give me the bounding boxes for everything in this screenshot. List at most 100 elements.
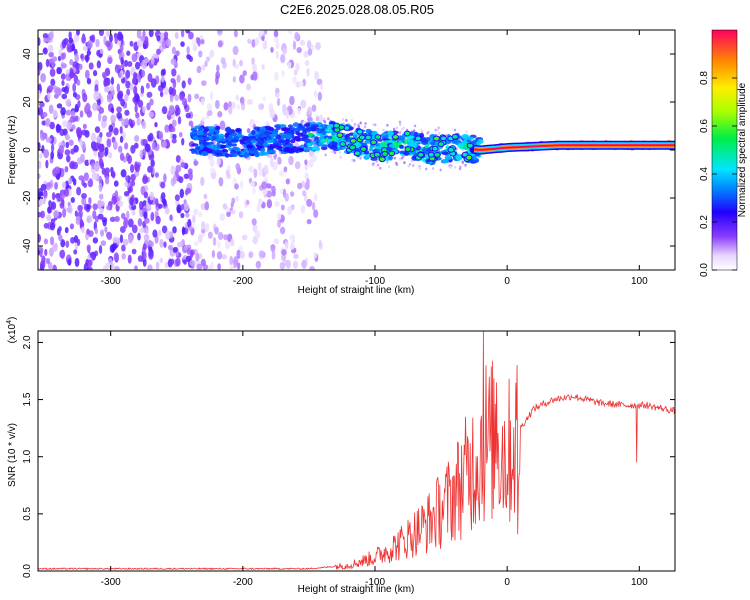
spectrogram-y-tick-label: 40 — [22, 48, 33, 60]
spectrogram-band-cell — [197, 132, 205, 136]
spectrogram-speckle — [160, 181, 166, 189]
spectrogram-band-cell — [466, 142, 474, 149]
spectrogram-speckle — [386, 160, 389, 164]
spectrogram-speckle — [276, 97, 281, 107]
spectrogram-speckle — [128, 185, 133, 193]
spectrogram-speckle — [101, 168, 107, 175]
spectrogram-speckle — [222, 203, 228, 210]
spectrogram-speckle — [163, 241, 167, 248]
spectrogram-speckle — [363, 125, 367, 129]
spectrogram-speckle — [111, 195, 117, 205]
spectrogram-band-cell — [388, 150, 396, 157]
spectrogram-speckle — [60, 193, 65, 200]
spectrogram-speckle — [307, 106, 312, 115]
spectrogram-speckle — [71, 43, 75, 52]
spectrogram-speckle — [86, 216, 91, 224]
spectrogram-speckle — [403, 161, 406, 165]
spectrogram-speckle — [150, 159, 155, 168]
spectrogram-speckle — [54, 166, 61, 175]
spectrogram-speckle — [218, 177, 224, 187]
spectrogram-speckle — [123, 118, 130, 126]
spectrogram-speckle — [72, 91, 77, 98]
spectrogram-speckle — [289, 234, 296, 242]
spectrogram-speckle — [119, 152, 125, 161]
spectrogram-band-cell — [191, 149, 196, 155]
spectrogram-band-cell — [246, 144, 254, 149]
spectrogram-speckle — [116, 112, 123, 120]
spectrogram-speckle — [88, 62, 94, 70]
spectrogram-speckle — [73, 235, 79, 243]
spectrogram-speckle — [288, 155, 294, 166]
spectrogram-speckle — [74, 105, 79, 113]
spectrogram-band-cell — [200, 150, 209, 157]
spectrogram-speckle — [235, 163, 241, 171]
spectrogram-speckle — [126, 210, 130, 220]
spectrogram-speckle — [142, 148, 147, 156]
snr-x-tick-label: -300 — [101, 577, 121, 588]
spectrogram-speckle — [209, 167, 216, 174]
spectrogram-speckle — [42, 33, 49, 39]
spectrogram-speckle — [281, 248, 287, 256]
spectrogram-speckle — [86, 228, 90, 235]
spectrogram-band-cell — [451, 139, 460, 144]
spectrogram-band-cell — [214, 129, 220, 135]
spectrogram-speckle — [49, 121, 56, 130]
spectrogram-speckle — [372, 162, 375, 166]
spectrogram-band-cell — [195, 146, 202, 151]
spectrogram-speckle — [310, 154, 317, 163]
spectrogram-speckle — [48, 51, 54, 58]
spectrogram-speckle — [307, 48, 313, 56]
spectrogram-speckle — [186, 247, 190, 255]
spectrogram-band-cell — [226, 140, 232, 144]
spectrogram-speckle — [102, 265, 109, 270]
figure-title: C2E6.2025.028.08.05.R05 — [280, 2, 434, 17]
spectrogram-speckle — [290, 191, 295, 197]
spectrogram-speckle — [143, 211, 148, 219]
spectrogram-y-ticks: -40 -20 0 20 40 — [22, 48, 675, 253]
spectrogram-speckle — [96, 60, 102, 69]
spectrogram-speckle — [86, 77, 92, 85]
spectrogram-speckle — [175, 155, 181, 163]
spectrogram-x-ticks: -300 -200 -100 0 100 — [101, 30, 648, 287]
spectrogram-speckle — [413, 124, 417, 128]
spectrogram-speckle — [285, 109, 290, 119]
spectrogram-speckle — [425, 167, 428, 171]
spectrogram-speckle — [106, 204, 111, 211]
spectrogram-speckle — [86, 50, 91, 56]
spectrogram-speckle — [72, 67, 77, 74]
spectrogram-band-cell — [406, 139, 415, 143]
spectrogram-speckle — [80, 153, 85, 163]
spectrogram-speckle — [263, 165, 269, 174]
spectrogram-speckle — [200, 97, 205, 106]
spectrogram-speckle — [207, 153, 214, 160]
spectrogram-band-cell — [349, 137, 357, 144]
spectrogram-speckle — [306, 198, 313, 207]
spectrogram-speckle — [177, 241, 183, 248]
spectrogram-speckle — [98, 30, 104, 37]
spectrogram-speckle — [289, 95, 295, 106]
spectrogram-band-cell — [307, 132, 313, 138]
spectrogram-band-cell — [303, 123, 311, 128]
spectrogram-speckle — [141, 59, 147, 70]
spectrogram-speckle — [125, 69, 131, 79]
spectrogram-band-cell — [192, 135, 199, 141]
spectrogram-speckle — [129, 83, 134, 91]
spectrogram-speckle — [209, 158, 215, 168]
spectrogram-speckle — [257, 198, 263, 206]
spectrogram-speckle — [106, 93, 113, 103]
spectrogram-speckle — [351, 158, 354, 162]
spectrogram-speckle — [229, 255, 234, 265]
spectrogram-speckle — [134, 142, 139, 149]
spectrogram-speckle — [246, 199, 250, 206]
spectrogram-speckle — [68, 177, 73, 185]
spectrogram-speckle — [136, 117, 141, 126]
spectrogram-band-cell — [282, 127, 291, 132]
spectrogram-band-cell — [427, 151, 435, 158]
spectrogram-speckle — [313, 90, 318, 98]
snr-x-label: Height of straight line (km) — [298, 584, 415, 595]
spectrogram-speckle — [357, 125, 361, 129]
spectrogram-speckle — [39, 101, 45, 108]
spectrogram-band-cell — [232, 132, 238, 137]
snr-y-tick-label: 2.0 — [22, 335, 33, 349]
spectrogram-speckle — [38, 83, 42, 92]
